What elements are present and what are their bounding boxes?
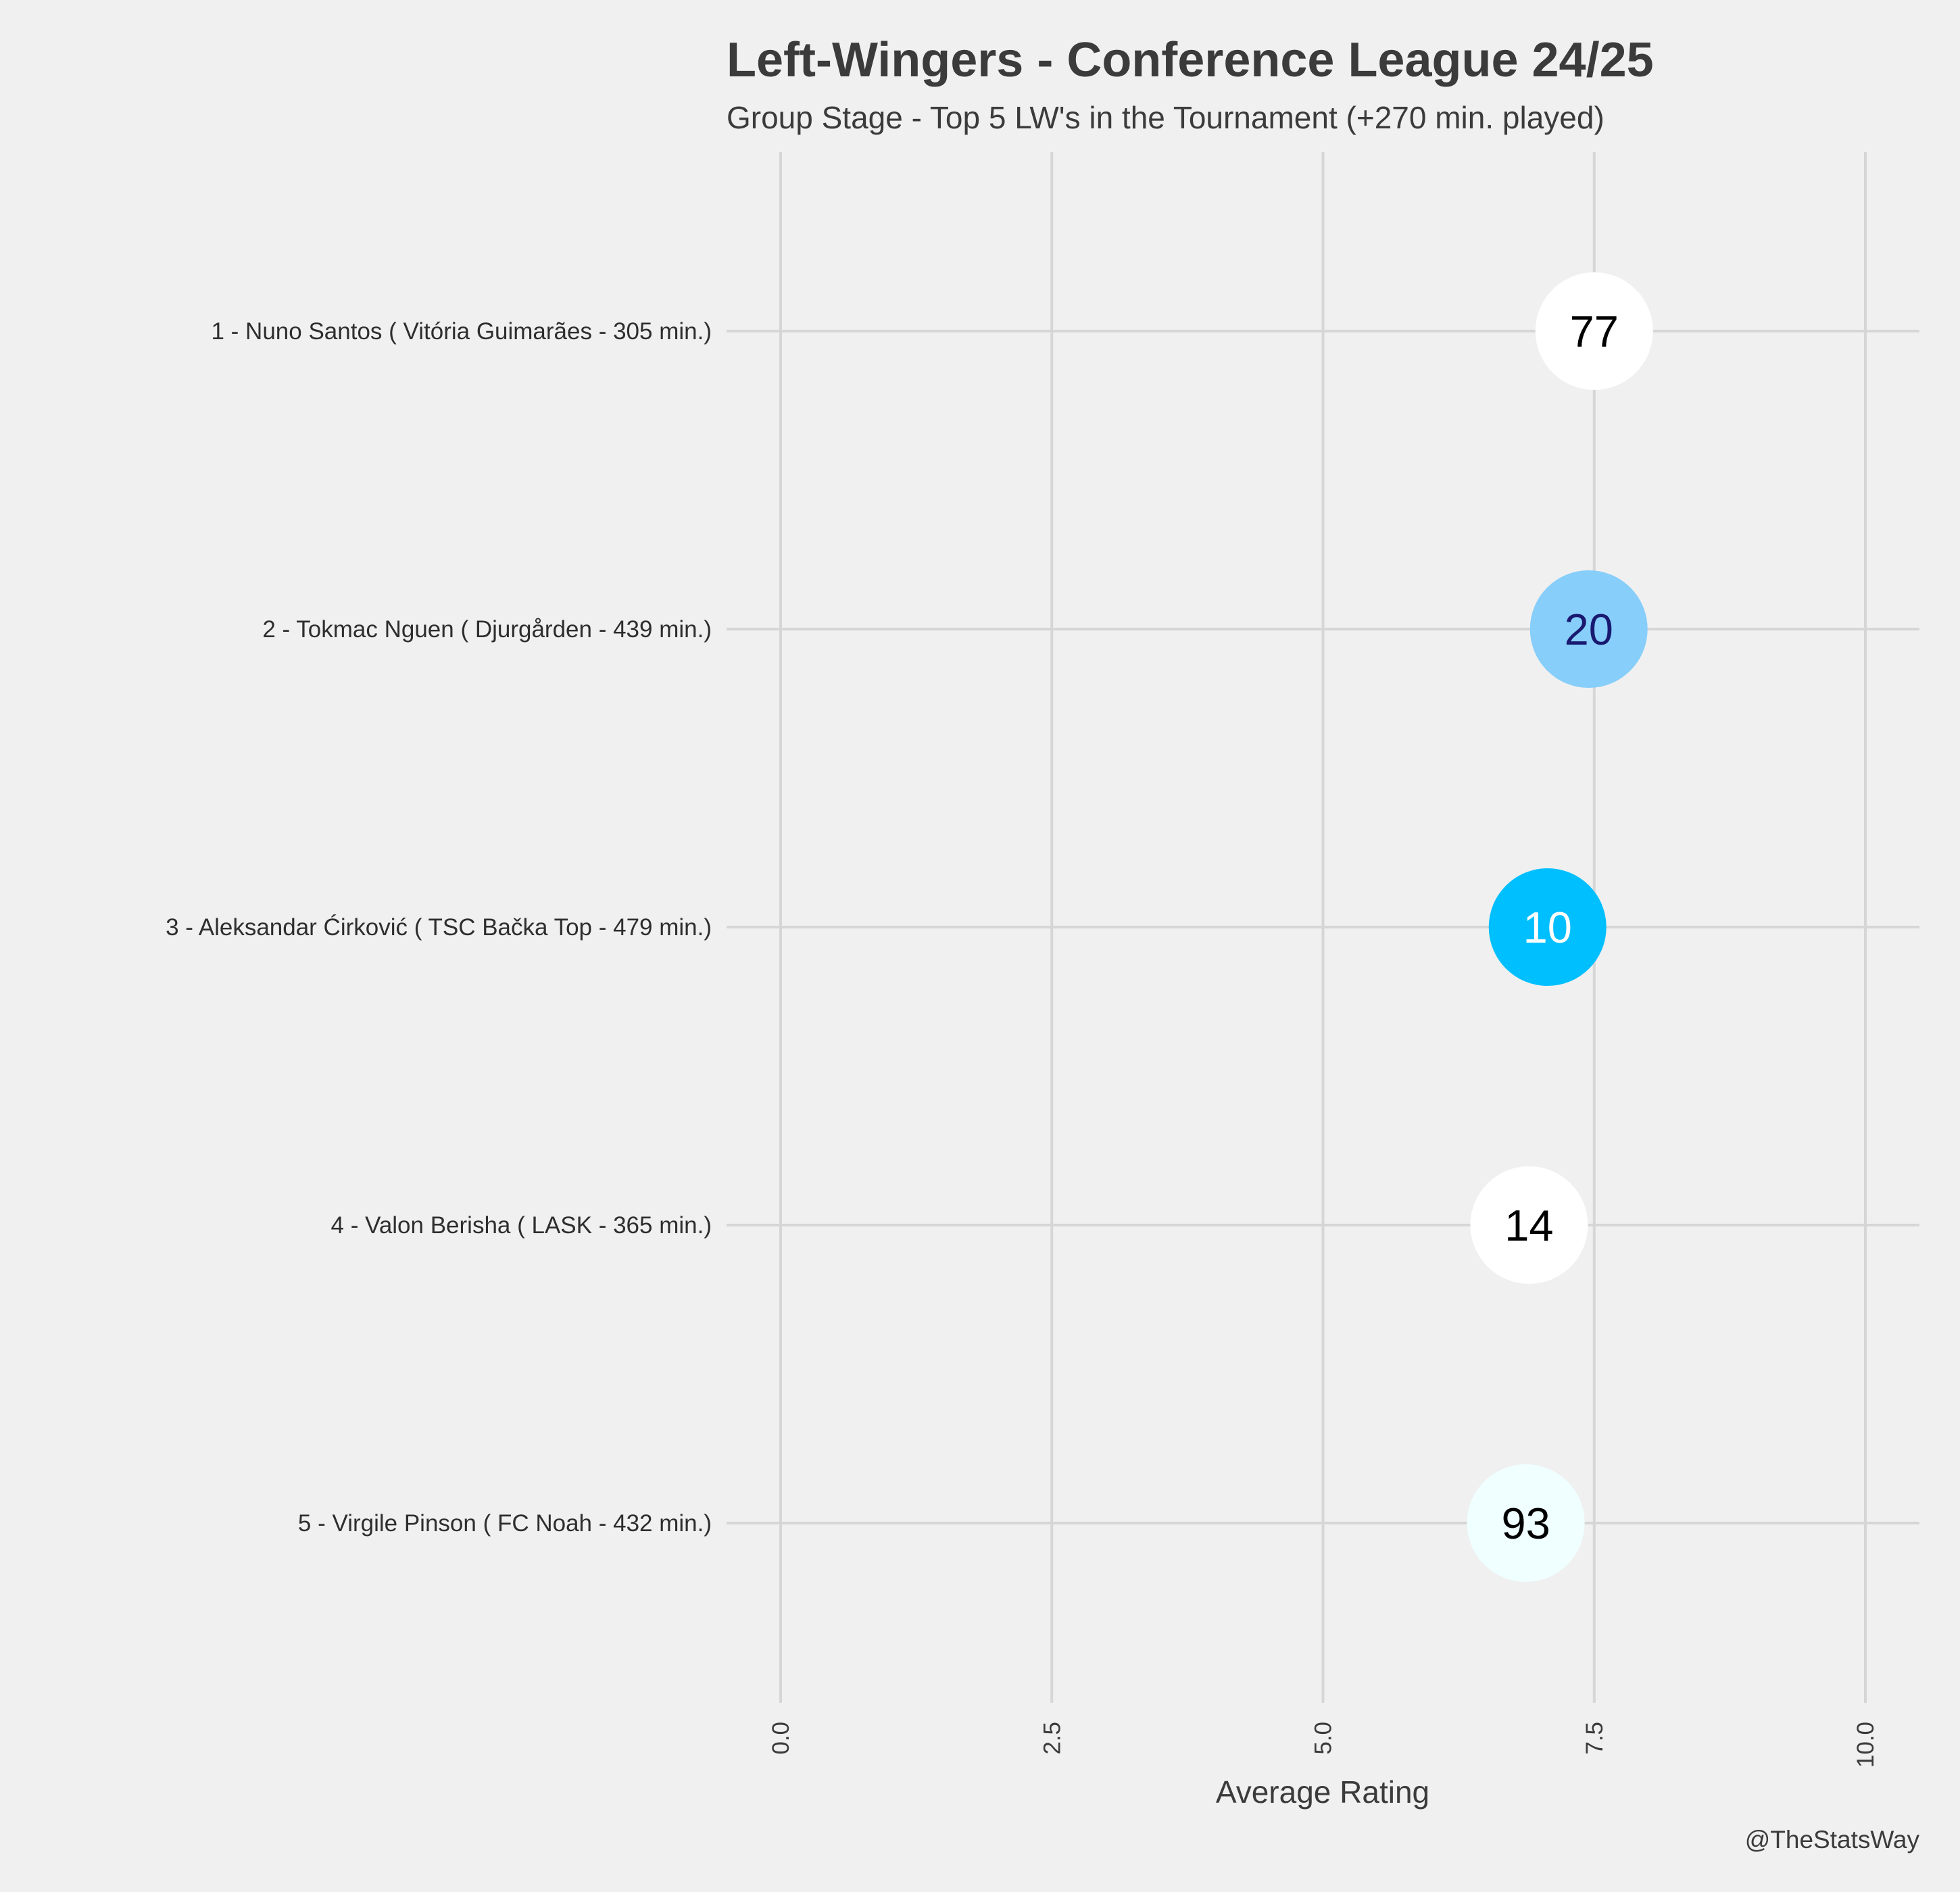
player-label: 5 - Virgile Pinson ( FC Noah - 432 min.)	[298, 1510, 712, 1537]
x-tick-label: 0.0	[768, 1722, 794, 1755]
player-label: 3 - Aleksandar Ćirković ( TSC Bačka Top …	[166, 914, 712, 941]
chart-title: Left-Wingers - Conference League 24/25	[727, 33, 1654, 87]
x-tick-label: 5.0	[1310, 1722, 1337, 1755]
player-label: 2 - Tokmac Nguen ( Djurgården - 439 min.…	[262, 616, 712, 643]
x-tick-label: 2.5	[1039, 1722, 1065, 1755]
player-labels: 1 - Nuno Santos ( Vitória Guimarães - 30…	[166, 318, 712, 1537]
player-bubble	[1529, 570, 1648, 688]
bubble-number-label: 14	[1504, 1201, 1553, 1250]
player-label: 4 - Valon Berisha ( LASK - 365 min.)	[331, 1212, 712, 1239]
player-bubble	[1470, 1166, 1588, 1284]
x-tick-label: 7.5	[1582, 1722, 1608, 1755]
bubble-number-label: 77	[1570, 307, 1619, 356]
chart-subtitle: Group Stage - Top 5 LW's in the Tourname…	[727, 100, 1604, 135]
player-label: 1 - Nuno Santos ( Vitória Guimarães - 30…	[211, 318, 712, 345]
x-tick-label: 10.0	[1853, 1722, 1879, 1768]
bubble-number-label: 93	[1501, 1499, 1550, 1548]
bubble-number-label: 10	[1523, 903, 1572, 952]
player-bubble	[1535, 272, 1653, 390]
x-tick-labels: 0.0 2.5 5.0 7.5 10.0	[768, 1722, 1879, 1768]
player-bubble	[1467, 1464, 1585, 1582]
credit-text: @TheStatsWay	[1745, 1826, 1920, 1853]
x-axis-label: Average Rating	[1216, 1774, 1429, 1810]
bubble-number-label: 20	[1565, 605, 1613, 654]
player-bubbles: 77 20 10 14 93	[1467, 272, 1653, 1582]
player-bubble	[1488, 868, 1607, 986]
horizontal-gridlines	[727, 330, 1919, 1524]
